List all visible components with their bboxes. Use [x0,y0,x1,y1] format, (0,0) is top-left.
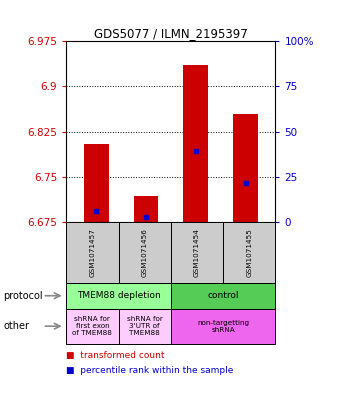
Text: GSM1071456: GSM1071456 [142,228,148,277]
Text: shRNA for
first exon
of TMEM88: shRNA for first exon of TMEM88 [72,316,113,336]
Text: ■  transformed count: ■ transformed count [66,351,165,360]
Bar [183,65,208,222]
Bar [233,114,258,222]
Bar [134,196,158,222]
Text: control: control [207,291,239,300]
Text: other: other [3,321,29,331]
Bar [84,144,108,222]
Text: protocol: protocol [3,291,43,301]
Text: GSM1071454: GSM1071454 [194,228,200,277]
Text: GSM1071455: GSM1071455 [246,228,252,277]
Text: non-targetting
shRNA: non-targetting shRNA [197,320,249,333]
Text: GSM1071457: GSM1071457 [89,228,96,277]
Text: shRNA for
3'UTR of
TMEM88: shRNA for 3'UTR of TMEM88 [127,316,163,336]
Text: TMEM88 depletion: TMEM88 depletion [77,291,160,300]
Text: ■  percentile rank within the sample: ■ percentile rank within the sample [66,366,234,375]
Title: GDS5077 / ILMN_2195397: GDS5077 / ILMN_2195397 [94,27,248,40]
